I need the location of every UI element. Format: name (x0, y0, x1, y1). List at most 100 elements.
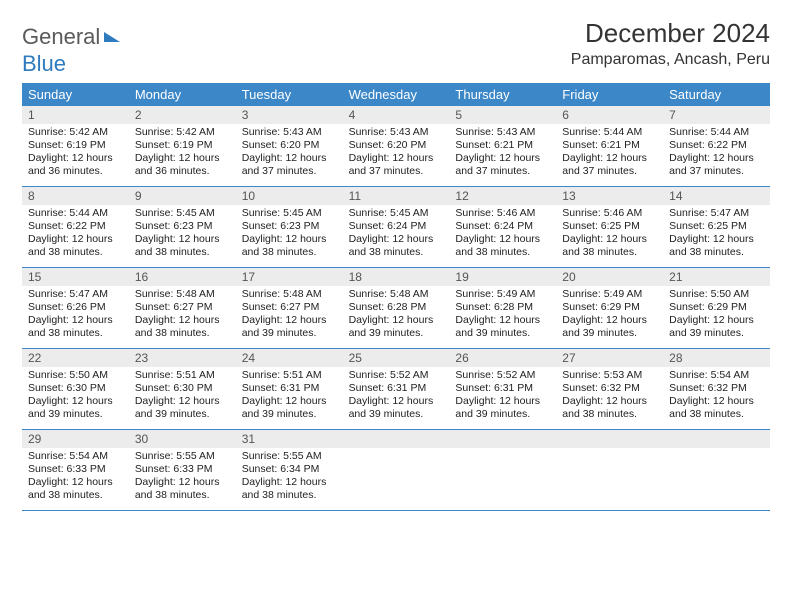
day-number (556, 430, 663, 448)
day-cell: Sunrise: 5:42 AMSunset: 6:19 PMDaylight:… (22, 124, 129, 186)
day-cell: Sunrise: 5:46 AMSunset: 6:25 PMDaylight:… (556, 205, 663, 267)
day-line: and 39 minutes. (455, 327, 550, 340)
day-cell: Sunrise: 5:45 AMSunset: 6:23 PMDaylight:… (236, 205, 343, 267)
day-number: 15 (22, 268, 129, 286)
day-line: Sunrise: 5:48 AM (349, 288, 444, 301)
dow-cell: Friday (556, 83, 663, 106)
day-line: Sunset: 6:34 PM (242, 463, 337, 476)
day-line: Sunrise: 5:42 AM (135, 126, 230, 139)
day-line: Daylight: 12 hours (562, 395, 657, 408)
day-line: Sunset: 6:21 PM (455, 139, 550, 152)
day-line: Sunrise: 5:43 AM (242, 126, 337, 139)
logo-triangle-icon (104, 32, 120, 42)
day-line: Sunrise: 5:52 AM (349, 369, 444, 382)
day-number: 14 (663, 187, 770, 205)
day-cell: Sunrise: 5:44 AMSunset: 6:22 PMDaylight:… (663, 124, 770, 186)
day-line: Sunrise: 5:51 AM (242, 369, 337, 382)
day-line: Sunset: 6:30 PM (135, 382, 230, 395)
day-cell: Sunrise: 5:48 AMSunset: 6:27 PMDaylight:… (129, 286, 236, 348)
daynum-row: 22232425262728 (22, 349, 770, 367)
day-line: and 39 minutes. (349, 408, 444, 421)
day-number: 16 (129, 268, 236, 286)
day-line: Sunrise: 5:45 AM (135, 207, 230, 220)
day-number: 20 (556, 268, 663, 286)
day-line: and 38 minutes. (669, 408, 764, 421)
logo-text-gray: General (22, 24, 100, 50)
day-line: Sunset: 6:20 PM (242, 139, 337, 152)
day-line: and 37 minutes. (669, 165, 764, 178)
day-number: 21 (663, 268, 770, 286)
day-line: Sunrise: 5:45 AM (242, 207, 337, 220)
day-line: Sunrise: 5:54 AM (669, 369, 764, 382)
day-cell-empty (556, 448, 663, 510)
day-line: Daylight: 12 hours (455, 395, 550, 408)
day-cell-empty (449, 448, 556, 510)
day-line: Sunset: 6:28 PM (455, 301, 550, 314)
day-cell: Sunrise: 5:52 AMSunset: 6:31 PMDaylight:… (449, 367, 556, 429)
day-line: Daylight: 12 hours (669, 233, 764, 246)
day-line: and 38 minutes. (349, 246, 444, 259)
day-number: 19 (449, 268, 556, 286)
day-line: Sunset: 6:20 PM (349, 139, 444, 152)
day-line: and 38 minutes. (135, 246, 230, 259)
day-line: Sunset: 6:25 PM (669, 220, 764, 233)
day-number (663, 430, 770, 448)
day-line: Sunset: 6:19 PM (28, 139, 123, 152)
day-line: Sunrise: 5:48 AM (242, 288, 337, 301)
weeks-container: 1234567Sunrise: 5:42 AMSunset: 6:19 PMDa… (22, 106, 770, 511)
day-number: 25 (343, 349, 450, 367)
day-line: Daylight: 12 hours (135, 314, 230, 327)
day-number: 12 (449, 187, 556, 205)
day-line: Daylight: 12 hours (669, 395, 764, 408)
day-line: Daylight: 12 hours (349, 395, 444, 408)
day-line: and 39 minutes. (242, 408, 337, 421)
day-number (343, 430, 450, 448)
day-line: Sunset: 6:33 PM (135, 463, 230, 476)
day-line: Sunset: 6:24 PM (349, 220, 444, 233)
day-line: Sunset: 6:31 PM (455, 382, 550, 395)
day-number: 4 (343, 106, 450, 124)
day-line: Daylight: 12 hours (28, 314, 123, 327)
day-cell: Sunrise: 5:49 AMSunset: 6:28 PMDaylight:… (449, 286, 556, 348)
day-line: Sunrise: 5:51 AM (135, 369, 230, 382)
day-line: Sunset: 6:21 PM (562, 139, 657, 152)
day-number: 30 (129, 430, 236, 448)
daynum-row: 891011121314 (22, 187, 770, 205)
day-number: 24 (236, 349, 343, 367)
day-line: Daylight: 12 hours (28, 233, 123, 246)
title-block: December 2024 Pamparomas, Ancash, Peru (571, 18, 770, 69)
day-cell: Sunrise: 5:47 AMSunset: 6:26 PMDaylight:… (22, 286, 129, 348)
day-line: Daylight: 12 hours (562, 314, 657, 327)
day-line: Sunrise: 5:44 AM (669, 126, 764, 139)
day-number: 10 (236, 187, 343, 205)
day-line: Daylight: 12 hours (455, 233, 550, 246)
day-line: Daylight: 12 hours (28, 152, 123, 165)
daynum-row: 15161718192021 (22, 268, 770, 286)
day-cell: Sunrise: 5:51 AMSunset: 6:30 PMDaylight:… (129, 367, 236, 429)
day-cell: Sunrise: 5:44 AMSunset: 6:22 PMDaylight:… (22, 205, 129, 267)
day-line: and 36 minutes. (135, 165, 230, 178)
day-line: and 39 minutes. (349, 327, 444, 340)
day-line: Sunrise: 5:50 AM (28, 369, 123, 382)
day-cell: Sunrise: 5:42 AMSunset: 6:19 PMDaylight:… (129, 124, 236, 186)
day-line: Daylight: 12 hours (135, 152, 230, 165)
day-number: 23 (129, 349, 236, 367)
day-cell: Sunrise: 5:46 AMSunset: 6:24 PMDaylight:… (449, 205, 556, 267)
day-line: Sunrise: 5:49 AM (562, 288, 657, 301)
day-line: Sunrise: 5:55 AM (135, 450, 230, 463)
day-line: and 38 minutes. (28, 327, 123, 340)
day-line: and 38 minutes. (28, 489, 123, 502)
day-line: Daylight: 12 hours (242, 476, 337, 489)
day-line: Sunset: 6:23 PM (242, 220, 337, 233)
day-line: and 38 minutes. (28, 246, 123, 259)
day-number: 2 (129, 106, 236, 124)
day-line: Daylight: 12 hours (28, 395, 123, 408)
logo-text-blue: Blue (22, 51, 66, 77)
week-row: Sunrise: 5:44 AMSunset: 6:22 PMDaylight:… (22, 205, 770, 268)
day-line: and 37 minutes. (562, 165, 657, 178)
day-line: Sunset: 6:27 PM (135, 301, 230, 314)
day-number: 6 (556, 106, 663, 124)
day-cell: Sunrise: 5:55 AMSunset: 6:33 PMDaylight:… (129, 448, 236, 510)
day-cell: Sunrise: 5:45 AMSunset: 6:23 PMDaylight:… (129, 205, 236, 267)
day-line: Sunrise: 5:48 AM (135, 288, 230, 301)
